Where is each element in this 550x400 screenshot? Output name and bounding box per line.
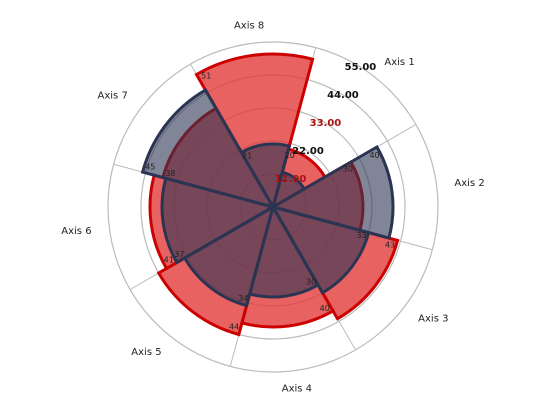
sector-series-2-7 [140,88,277,210]
axis-label-2: Axis 2 [454,178,484,189]
data-label-series-1-2: 30 [343,164,353,173]
radial-tick-label-4: 44.00 [327,90,359,101]
data-label-series-2-7: 45 [145,163,155,172]
radial-tick-label-3: 33.00 [310,118,342,129]
data-label-series-2-6: 37 [174,250,184,259]
data-label-series-2-3: 33 [356,231,366,240]
sector-series-1-8 [194,52,315,211]
data-label-series-1-8: 51 [201,72,211,81]
sector-series-2-6 [160,176,277,265]
data-label-series-2-1: 12 [277,174,287,183]
radial-tick-label-5: 55.00 [345,62,377,73]
data-label-series-2-2: 40 [369,151,379,160]
sector-series-2-8 [239,142,292,211]
data-label-series-1-5: 44 [229,322,239,331]
sector-series-2-5 [182,203,276,308]
data-label-series-1-7: 38 [165,169,175,178]
radial-tick-label-1: 11.00 [275,174,307,185]
data-label-series-2-4: 30 [306,277,316,286]
axis-label-4: Axis 4 [282,383,312,394]
axis-label-5: Axis 5 [131,347,161,358]
axis-label-7: Axis 7 [98,91,128,102]
sector-series-2-3 [269,204,371,295]
axis-label-1: Axis 1 [384,57,414,68]
data-label-series-1-3: 43 [385,241,395,250]
data-label-series-1-4: 40 [320,304,330,313]
axis-label-6: Axis 6 [61,226,91,237]
data-label-series-1-6: 41 [164,256,174,265]
data-label-series-1-1: 20 [285,151,295,160]
axis-label-8: Axis 8 [234,21,264,32]
label-layer: 20 30 43 40 44 41 38 51 12 40 33 30 34 37 45 21 11.00 22.… [61,21,484,395]
data-label-series-2-8: 21 [242,152,252,161]
axis-label-3: Axis 3 [418,313,448,324]
series-layer [140,52,400,337]
radial-tick-label-2: 22.00 [292,146,324,157]
sector-series-2-2 [269,144,395,240]
grid-ring-5 [107,41,439,373]
data-label-series-2-5: 34 [238,294,248,303]
